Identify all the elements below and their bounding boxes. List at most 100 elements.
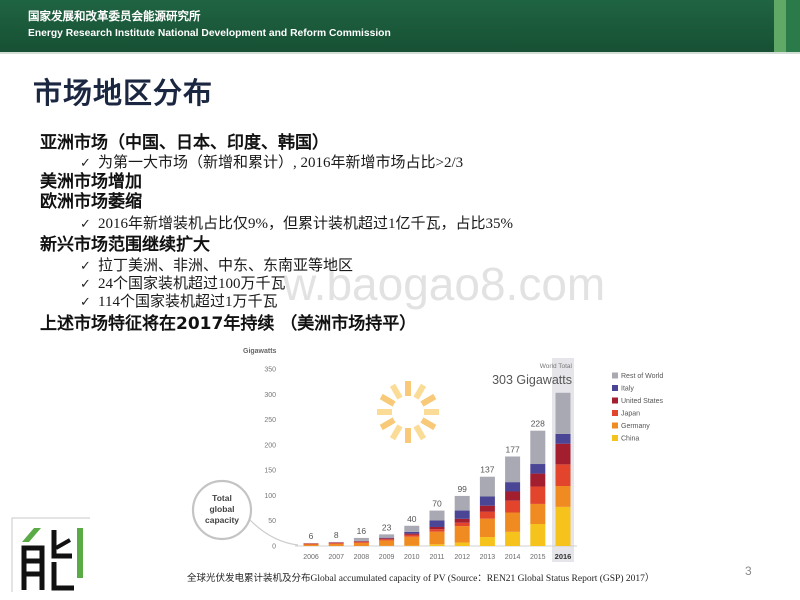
sub-bullet: ✓ 为第一大市场（新增和累计）, 2016年新增市场占比>2/3 bbox=[80, 154, 463, 173]
legend-item-italy: Italy bbox=[612, 385, 634, 393]
sun-ray bbox=[379, 417, 396, 431]
header-bar: 国家发展和改革委员会能源研究所 Energy Research Institut… bbox=[0, 0, 800, 52]
bar-germany-2014 bbox=[505, 512, 521, 532]
sub-bullet-text: 114个国家装机超过1万千瓦 bbox=[98, 294, 278, 310]
bar-japan-2013 bbox=[479, 511, 495, 519]
bullet-americas-market: 美洲市场增加 bbox=[40, 172, 142, 192]
bar-united-states-2016 bbox=[555, 443, 571, 465]
bar-italy-2009 bbox=[379, 537, 395, 539]
callout-bubble bbox=[191, 479, 253, 541]
y-tick-label: 50 bbox=[268, 518, 276, 525]
x-tick-label: 2014 bbox=[505, 554, 521, 561]
x-tick-label: 2008 bbox=[354, 554, 370, 561]
sub-bullet-text: 拉丁美洲、非洲、中东、东南亚等地区 bbox=[98, 258, 354, 274]
bar-japan-2007 bbox=[328, 542, 344, 544]
sun-ray bbox=[420, 417, 437, 431]
org-name-en: Energy Research Institute National Devel… bbox=[28, 28, 391, 39]
x-tick-label: 2015 bbox=[530, 554, 546, 561]
legend-swatch bbox=[612, 410, 618, 416]
bar-germany-2013 bbox=[479, 518, 495, 538]
sub-bullet: ✓ 拉丁美洲、非洲、中东、东南亚等地区 bbox=[80, 257, 353, 276]
bar-italy-2016 bbox=[555, 433, 571, 444]
x-tick-label: 2009 bbox=[379, 554, 395, 561]
bar-germany-2008 bbox=[353, 542, 369, 546]
bar-japan-2010 bbox=[404, 534, 420, 537]
sun-icon bbox=[377, 381, 439, 443]
sun-ray bbox=[389, 424, 403, 441]
world-total-label: World Total bbox=[540, 363, 573, 370]
legend-swatch bbox=[612, 385, 618, 391]
total-label-2012: 99 bbox=[457, 484, 467, 494]
bar-germany-2016 bbox=[555, 486, 571, 507]
bar-united-states-2008 bbox=[353, 541, 369, 542]
bar-china-2013 bbox=[479, 537, 495, 546]
sub-bullet: ✓ 2016年新增装机占比仅9%，但累计装机超过1亿千瓦，占比35% bbox=[80, 215, 513, 234]
y-tick-label: 200 bbox=[264, 442, 276, 449]
y-tick-label: 150 bbox=[264, 468, 276, 475]
bar-italy-2012 bbox=[454, 510, 470, 519]
bar-united-states-2013 bbox=[479, 505, 495, 512]
bar-united-states-2014 bbox=[505, 491, 521, 501]
bar-china-2015 bbox=[530, 524, 546, 546]
bar-united-states-2010 bbox=[404, 533, 420, 535]
legend-swatch bbox=[612, 422, 618, 429]
legend-item-rest-of-world: Rest of World bbox=[612, 372, 663, 380]
legend-swatch bbox=[612, 372, 618, 379]
y-tick-label: 350 bbox=[264, 367, 276, 374]
bullet-emerging-markets: 新兴市场范围继续扩大 bbox=[40, 235, 210, 255]
bar-united-states-2009 bbox=[379, 538, 395, 540]
total-label-2011: 70 bbox=[432, 499, 442, 509]
x-tick-label: 2012 bbox=[454, 554, 470, 561]
bar-china-2012 bbox=[454, 542, 470, 546]
sub-bullet: ✓ 114个国家装机超过1万千瓦 bbox=[80, 293, 277, 312]
slide-title: 市场地区分布 bbox=[33, 76, 214, 110]
bar-italy-2013 bbox=[479, 496, 495, 506]
bar-japan-2015 bbox=[530, 486, 546, 504]
watermark: w.baogao8.com bbox=[283, 258, 606, 310]
y-tick-label: 100 bbox=[264, 493, 276, 500]
bar-germany-2010 bbox=[404, 536, 420, 546]
legend-item-germany: Germany bbox=[612, 422, 650, 430]
callout-line: capacity bbox=[205, 515, 239, 525]
legend-label: United States bbox=[621, 398, 664, 405]
bar-japan-2014 bbox=[505, 500, 521, 513]
sun-ray bbox=[413, 383, 427, 400]
sub-bullet-text: 24个国家装机超过100万千瓦 bbox=[98, 276, 286, 292]
bar-rest-of-world-2010 bbox=[404, 525, 420, 532]
bar-rest-of-world-2009 bbox=[379, 534, 395, 538]
header-accent-stripe bbox=[774, 0, 786, 52]
total-label-2015: 228 bbox=[531, 419, 545, 429]
bar-italy-2014 bbox=[505, 482, 521, 492]
total-label-2013: 137 bbox=[480, 465, 494, 475]
x-tick-label: 2013 bbox=[480, 554, 496, 561]
y-tick-label: 250 bbox=[264, 417, 276, 424]
callout-line: Total bbox=[212, 493, 232, 503]
total-label-2008: 16 bbox=[357, 526, 367, 536]
sub-bullet-text: 2016年新增装机占比仅9%，但累计装机超过1亿千瓦，占比35% bbox=[98, 216, 513, 232]
bullet-europe-market: 欧洲市场萎缩 bbox=[40, 192, 142, 212]
bar-rest-of-world-2015 bbox=[530, 430, 546, 465]
check-icon: ✓ bbox=[80, 217, 91, 232]
chart-data-labels-layer: 6 8 16 23 40 70 99 137 177 228 bbox=[309, 419, 546, 541]
sun-ray bbox=[420, 393, 437, 407]
legend-label: Italy bbox=[621, 386, 634, 393]
bar-japan-2009 bbox=[379, 539, 395, 541]
legend-label: Japan bbox=[621, 411, 640, 418]
chart-legend: Rest of World Italy United States Japan Germ… bbox=[612, 372, 664, 443]
chart-axes-layer: 0 50 100 150 200 250 300 350 2006 2007 2008 2009 201… bbox=[264, 367, 571, 562]
x-tick-label: 2006 bbox=[303, 554, 319, 561]
chart-bars-layer bbox=[303, 392, 571, 546]
legend-label: Germany bbox=[621, 423, 650, 430]
header-divider bbox=[0, 52, 800, 54]
total-label-2009: 23 bbox=[382, 522, 392, 532]
check-icon: ✓ bbox=[80, 156, 91, 171]
bar-china-2016 bbox=[555, 506, 571, 546]
legend-swatch bbox=[612, 397, 618, 404]
bar-germany-2015 bbox=[530, 503, 546, 524]
bar-rest-of-world-2016 bbox=[555, 392, 571, 434]
legend-label: Rest of World bbox=[621, 373, 663, 380]
bullet-outlook-2017: 上述市场特征将在2017年持续 （美洲市场持平） bbox=[40, 314, 417, 334]
bar-japan-2008 bbox=[353, 541, 369, 543]
x-tick-label: 2010 bbox=[404, 554, 420, 561]
bar-rest-of-world-2008 bbox=[353, 537, 369, 541]
